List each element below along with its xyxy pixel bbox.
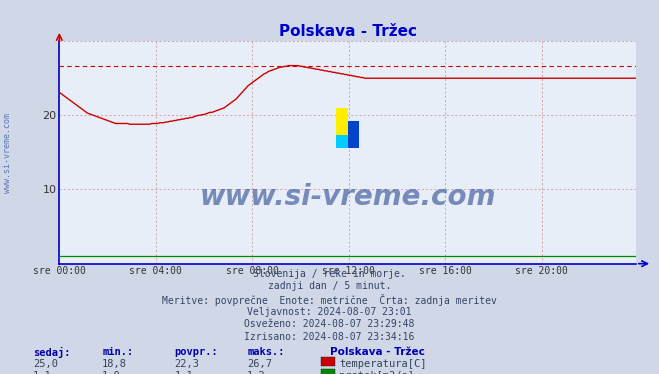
- Text: 1,0: 1,0: [102, 371, 121, 374]
- Text: www.si-vreme.com: www.si-vreme.com: [200, 183, 496, 211]
- Text: Meritve: povprečne  Enote: metrične  Črta: zadnja meritev: Meritve: povprečne Enote: metrične Črta:…: [162, 294, 497, 306]
- Text: Veljavnost: 2024-08-07 23:01: Veljavnost: 2024-08-07 23:01: [247, 307, 412, 317]
- Bar: [336, 135, 348, 148]
- Text: 26,7: 26,7: [247, 359, 272, 369]
- Text: 25,0: 25,0: [33, 359, 58, 369]
- Text: zadnji dan / 5 minut.: zadnji dan / 5 minut.: [268, 281, 391, 291]
- Text: povpr.:: povpr.:: [175, 347, 218, 357]
- Title: Polskava - Tržec: Polskava - Tržec: [279, 24, 416, 39]
- Text: pretok[m3/s]: pretok[m3/s]: [339, 371, 415, 374]
- Text: 22,3: 22,3: [175, 359, 200, 369]
- Text: temperatura[C]: temperatura[C]: [339, 359, 427, 369]
- Text: www.si-vreme.com: www.si-vreme.com: [3, 113, 13, 193]
- Text: sedaj:: sedaj:: [33, 347, 71, 358]
- Bar: [348, 121, 359, 148]
- Text: Slovenija / reke in morje.: Slovenija / reke in morje.: [253, 269, 406, 279]
- Text: Polskava - Tržec: Polskava - Tržec: [330, 347, 424, 357]
- Text: 18,8: 18,8: [102, 359, 127, 369]
- Text: 1,1: 1,1: [33, 371, 51, 374]
- Text: maks.:: maks.:: [247, 347, 285, 357]
- Text: Izrisano: 2024-08-07 23:34:16: Izrisano: 2024-08-07 23:34:16: [244, 332, 415, 342]
- Text: Osveženo: 2024-08-07 23:29:48: Osveženo: 2024-08-07 23:29:48: [244, 319, 415, 329]
- Bar: [336, 108, 348, 135]
- Text: 1,2: 1,2: [247, 371, 266, 374]
- Text: 1,1: 1,1: [175, 371, 193, 374]
- Text: min.:: min.:: [102, 347, 133, 357]
